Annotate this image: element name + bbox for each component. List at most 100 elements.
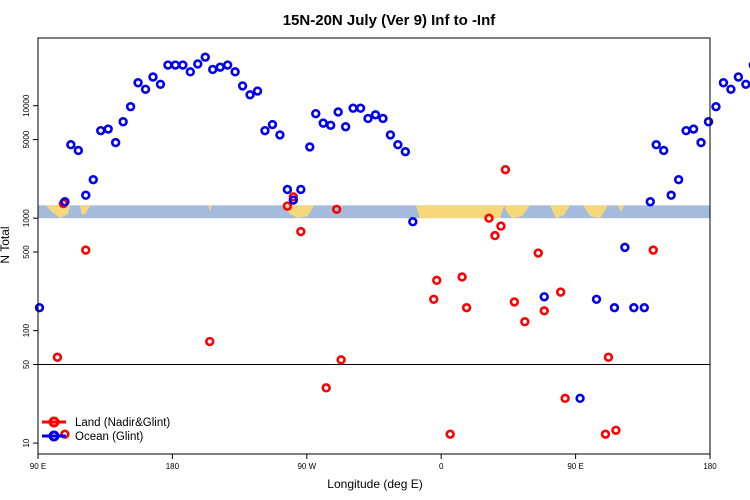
ocean-point [629,302,639,313]
ocean-point [230,67,240,77]
ocean-point [96,125,106,136]
x-tick-label: 180 [703,462,717,471]
ocean-point [118,117,128,127]
ocean-point [325,120,336,130]
ocean-point [215,62,225,72]
land-point [603,352,614,362]
y-axis-label: N Total [0,226,12,263]
ocean-point [355,103,366,113]
ocean-point [645,197,655,207]
map-band-land-9 [618,205,624,213]
legend-ocean-marker [48,430,60,442]
ocean-point [73,145,84,156]
ocean-point [370,110,381,120]
ocean-point [163,60,173,70]
ocean-point [378,113,388,124]
ocean-point [666,190,676,200]
ocean-point [575,393,585,404]
land-point [500,164,511,175]
ocean-point [400,147,411,157]
legend-land-marker [48,416,60,428]
land-point [496,221,506,231]
y-tick-label: 100 [22,323,31,337]
ocean-point [703,117,714,127]
ocean-point [125,101,136,112]
ocean-point [267,119,278,130]
ocean-point [288,195,299,205]
land-point [560,393,570,404]
land-point [321,383,331,393]
land-point [81,245,91,255]
ocean-point [200,52,210,62]
ocean-point [275,130,285,140]
map-band-land-0 [46,205,70,219]
ocean-point [60,197,70,207]
land-point [555,287,566,297]
map-band-land-3 [284,205,314,219]
land-point [52,352,63,362]
land-point [331,204,342,214]
ocean-point [81,190,91,200]
land-point [296,226,306,237]
land-point [429,294,439,304]
ocean-point [718,78,729,88]
x-tick-label: 180 [166,462,180,471]
ocean-point [318,118,328,128]
ocean-point [726,84,736,94]
ocean-point [140,84,151,94]
ocean-point [393,140,403,150]
ocean-point [688,124,699,134]
land-point [600,429,611,439]
x-axis-label: Longitude (deg E) [327,477,422,491]
ocean-point [711,101,721,112]
y-tick-label: 50 [22,359,31,368]
y-tick-label: 10000 [22,94,31,117]
land-point [457,272,467,282]
x-tick-label: 90 W [297,462,316,471]
ocean-point [170,60,181,70]
ocean-point [733,72,744,82]
x-tick-label: 90 E [30,462,46,471]
ocean-point [385,130,396,140]
plot-frame [37,37,711,455]
ocean-point [651,140,661,150]
ocean-point [110,137,121,148]
ocean-point [296,184,306,195]
land-point [648,245,658,255]
ocean-point [103,124,113,134]
ocean-point [245,90,255,100]
map-band-water [38,205,710,219]
ocean-point [178,60,188,70]
land-point [533,248,543,258]
ocean-point [133,78,143,88]
ocean-point [88,174,98,185]
land-point [461,302,472,313]
ocean-point [348,103,358,113]
ocean-point [282,184,293,195]
x-axis: 90 E 180 90 W 0 90 E 180 [30,454,717,471]
land-point [611,425,621,435]
map-band-land-2 [208,205,212,212]
y-tick-label: 1000 [22,209,31,227]
y-axis: 10 50 100 500 1000 5000 10000 [22,94,38,448]
map-band-land-7 [550,205,570,219]
ocean-point [185,67,196,77]
ocean-point [539,292,549,302]
y-tick-label: 5000 [22,130,31,148]
ocean-series [34,52,750,404]
ocean-point [237,81,248,91]
land-point [509,297,520,307]
ocean-point [260,125,270,136]
land-point [432,275,442,286]
land-point [205,336,215,347]
land-point [445,429,455,439]
ocean-point [620,242,630,253]
ocean-point [408,217,418,227]
ocean-point [673,174,684,185]
map-band-land-5 [416,205,504,219]
map-band-land-8 [583,205,608,219]
ocean-point [681,125,691,136]
map-band-land-6 [504,205,530,219]
land-point [282,201,293,211]
